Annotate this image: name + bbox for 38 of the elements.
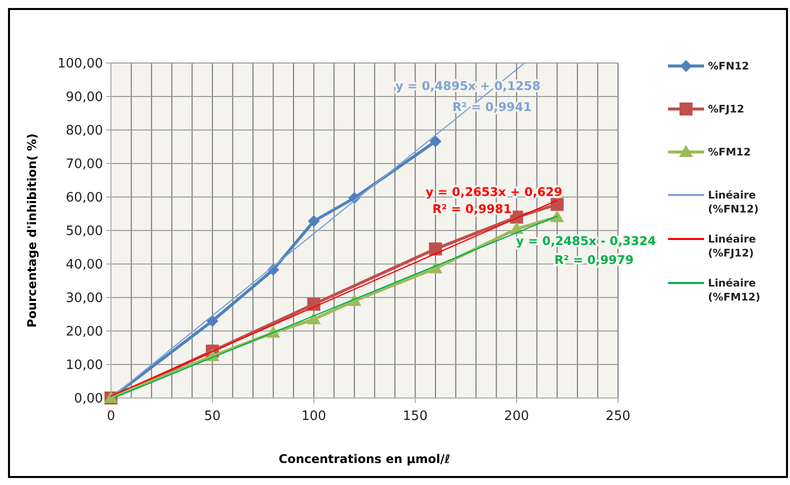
y-tick-label: 100,00 [58, 56, 103, 72]
annotation: R² = 0,9981 [432, 202, 512, 216]
x-tick-label: 150 [402, 409, 428, 424]
point [308, 215, 320, 228]
point [347, 294, 362, 306]
x-tick-label: 200 [504, 409, 530, 424]
point [206, 314, 218, 327]
y-tick-label: 10,00 [66, 358, 103, 374]
y-tick-label: 80,00 [66, 124, 103, 139]
annotation: y = 0,2485x - 0,3324 [516, 234, 656, 248]
point [428, 261, 442, 274]
legend-label: Linéaire (%FM12) [708, 278, 760, 304]
x-tick-label: 250 [606, 409, 630, 424]
x-axis-title: Concentrations en µmol/ℓ [278, 452, 450, 466]
annotation: y = 0,2653x + 0,629 [426, 185, 562, 200]
legend-label: Linéaire (%FJ12) [708, 234, 756, 260]
legend-label: %FN12 [708, 60, 750, 73]
point [429, 135, 442, 148]
point [428, 242, 442, 256]
x-tick-label: 100 [301, 409, 326, 424]
x-tick-label: 50 [204, 409, 221, 424]
y-tick-label: 70,00 [66, 157, 103, 172]
y-tick-label: 90,00 [66, 90, 103, 106]
point [306, 312, 321, 324]
legend-label: %FJ12 [708, 104, 744, 116]
y-tick-label: 20,00 [66, 324, 103, 340]
point [550, 198, 564, 211]
annotation: R² = 0,9979 [554, 253, 634, 268]
point [550, 210, 564, 222]
y-tick-label: 40,00 [66, 258, 103, 273]
y-tick-label: 50,00 [66, 224, 103, 240]
legend-label: %FM12 [708, 146, 751, 159]
y-tick-label: 30,00 [66, 291, 103, 306]
legend-label: Linéaire (%FN12) [708, 190, 759, 216]
y-tick-label: 60,00 [66, 190, 103, 206]
x-tick-label: 0 [106, 409, 116, 424]
y-axis-title: Pourcentage d'inhibition( %) [25, 133, 39, 328]
y-tick-label: 0,00 [74, 392, 103, 407]
